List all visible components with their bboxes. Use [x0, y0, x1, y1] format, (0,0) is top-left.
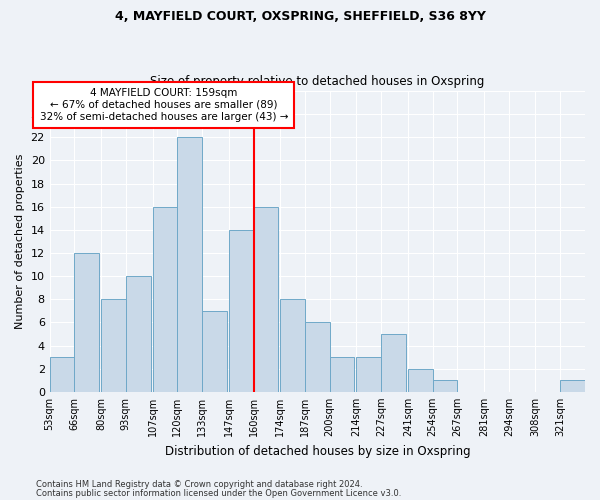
- Text: 4 MAYFIELD COURT: 159sqm
← 67% of detached houses are smaller (89)
32% of semi-d: 4 MAYFIELD COURT: 159sqm ← 67% of detach…: [40, 88, 288, 122]
- Bar: [305, 322, 330, 392]
- Text: Contains public sector information licensed under the Open Government Licence v3: Contains public sector information licen…: [36, 489, 401, 498]
- Bar: [381, 334, 406, 392]
- Bar: [50, 357, 74, 392]
- Bar: [152, 206, 178, 392]
- Text: Contains HM Land Registry data © Crown copyright and database right 2024.: Contains HM Land Registry data © Crown c…: [36, 480, 362, 489]
- Bar: [408, 368, 433, 392]
- Title: Size of property relative to detached houses in Oxspring: Size of property relative to detached ho…: [150, 76, 485, 88]
- Bar: [356, 357, 381, 392]
- Bar: [254, 206, 278, 392]
- Y-axis label: Number of detached properties: Number of detached properties: [15, 154, 25, 329]
- Text: 4, MAYFIELD COURT, OXSPRING, SHEFFIELD, S36 8YY: 4, MAYFIELD COURT, OXSPRING, SHEFFIELD, …: [115, 10, 485, 23]
- Bar: [202, 311, 227, 392]
- Bar: [178, 138, 202, 392]
- Bar: [330, 357, 355, 392]
- Bar: [74, 253, 99, 392]
- Bar: [126, 276, 151, 392]
- Bar: [229, 230, 254, 392]
- X-axis label: Distribution of detached houses by size in Oxspring: Distribution of detached houses by size …: [164, 444, 470, 458]
- Bar: [560, 380, 585, 392]
- Bar: [433, 380, 457, 392]
- Bar: [101, 300, 126, 392]
- Bar: [280, 300, 305, 392]
